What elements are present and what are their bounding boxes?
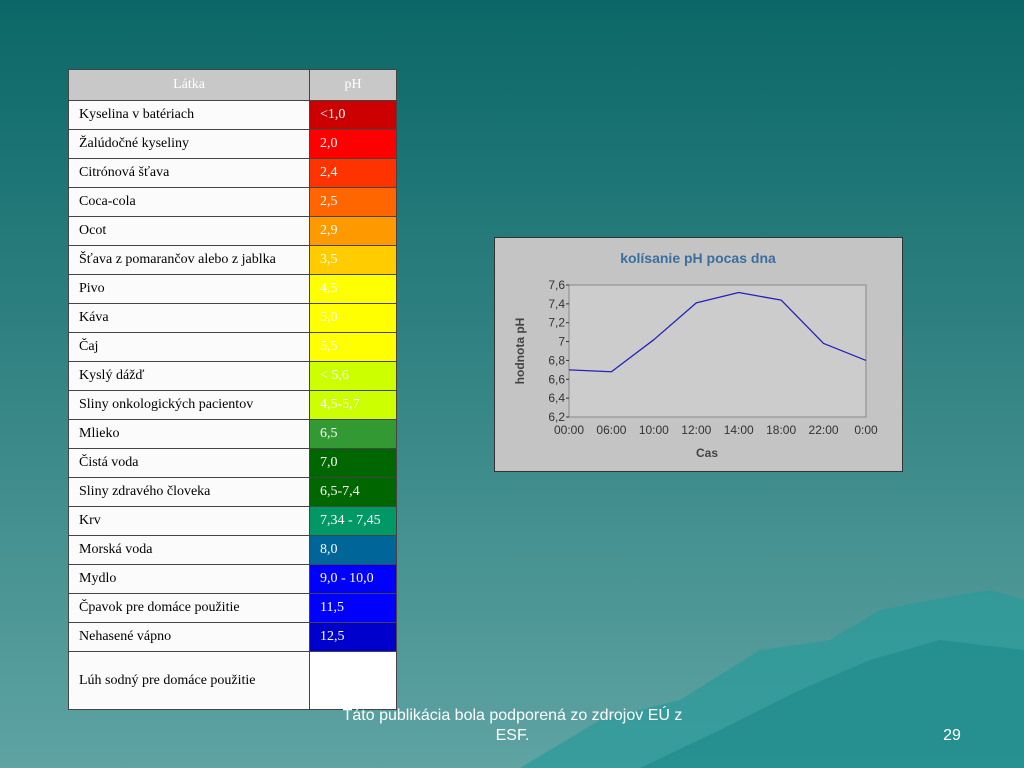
table-row: Kyselina v batériach <1,0 bbox=[68, 100, 397, 130]
y-tick-label: 6,2 bbox=[548, 410, 565, 424]
x-tick-label: 22:00 bbox=[809, 423, 839, 437]
table-row: Citrónová šťava 2,4 bbox=[68, 158, 397, 188]
y-axis-label: hodnota pH bbox=[513, 318, 527, 385]
ph-cell: 2,5 bbox=[309, 187, 397, 217]
table-row: Coca-cola 2,5 bbox=[68, 187, 397, 217]
table-row: Čpavok pre domáce použitie 11,5 bbox=[68, 593, 397, 623]
y-tick-label: 6,4 bbox=[548, 391, 565, 405]
table-row: Lúh sodný pre domáce použitie bbox=[68, 651, 397, 710]
substance-cell: Sliny onkologických pacientov bbox=[68, 390, 310, 420]
plot-area bbox=[568, 284, 867, 418]
substance-cell: Coca-cola bbox=[68, 187, 310, 217]
footer-text: Táto publikácia bola podporená zo zdrojo… bbox=[342, 707, 683, 744]
substance-cell: Nehasené vápno bbox=[68, 622, 310, 652]
ph-cell: 11,5 bbox=[309, 593, 397, 623]
header-cell: pH bbox=[309, 69, 397, 101]
table-row: Morská voda 8,0 bbox=[68, 535, 397, 565]
table-row: Žalúdočné kyseliny 2,0 bbox=[68, 129, 397, 159]
ph-cell: 7,0 bbox=[309, 448, 397, 478]
substance-cell: Mydlo bbox=[68, 564, 310, 594]
ph-cell bbox=[309, 651, 397, 710]
x-tick-label: 06:00 bbox=[596, 423, 626, 437]
x-tick-label: 0:00 bbox=[854, 423, 878, 437]
substance-cell: Žalúdočné kyseliny bbox=[68, 129, 310, 159]
substance-cell: Čpavok pre domáce použitie bbox=[68, 593, 310, 623]
ph-cell: 5,0 bbox=[309, 303, 397, 333]
table-row: Krv 7,34 - 7,45 bbox=[68, 506, 397, 536]
ph-cell: 8,0 bbox=[309, 535, 397, 565]
ph-cell: 3,5 bbox=[309, 245, 397, 275]
y-tick-label: 7,6 bbox=[548, 278, 565, 292]
ph-cell: 9,0 - 10,0 bbox=[309, 564, 397, 594]
x-tick-label: 12:00 bbox=[681, 423, 711, 437]
y-tick-label: 6,6 bbox=[548, 372, 565, 386]
table-row: Sliny zdravého človeka 6,5-7,4 bbox=[68, 477, 397, 507]
table-row: Kyslý dážď < 5,6 bbox=[68, 361, 397, 391]
substance-cell: Čistá voda bbox=[68, 448, 310, 478]
substance-cell: Krv bbox=[68, 506, 310, 536]
substance-cell: Šťava z pomarančov alebo z jablka bbox=[68, 245, 310, 275]
ph-cell: 4,5-5,7 bbox=[309, 390, 397, 420]
table-row: Čaj 5,5 bbox=[68, 332, 397, 362]
table-row: Čistá voda 7,0 bbox=[68, 448, 397, 478]
ph-cell: 6,5-7,4 bbox=[309, 477, 397, 507]
ph-cell: < 5,6 bbox=[309, 361, 397, 391]
table-row: Sliny onkologických pacientov 4,5-5,7 bbox=[68, 390, 397, 420]
table-row: Mydlo 9,0 - 10,0 bbox=[68, 564, 397, 594]
substance-cell: Kyslý dážď bbox=[68, 361, 310, 391]
substance-cell: Pivo bbox=[68, 274, 310, 304]
ph-cell: 2,0 bbox=[309, 129, 397, 159]
x-tick-label: 00:00 bbox=[554, 423, 584, 437]
substance-cell: Sliny zdravého človeka bbox=[68, 477, 310, 507]
substance-cell: Kyselina v batériach bbox=[68, 100, 310, 130]
ph-cell: 4,5 bbox=[309, 274, 397, 304]
data-line bbox=[568, 291, 867, 373]
y-tick-label: 6,8 bbox=[548, 353, 565, 367]
ph-cell: 12,5 bbox=[309, 622, 397, 652]
y-tick-label: 7,2 bbox=[548, 316, 565, 330]
ph-cell: 7,34 - 7,45 bbox=[309, 506, 397, 536]
header-row: Látka pH bbox=[68, 69, 397, 101]
table-row: Pivo 4,5 bbox=[68, 274, 397, 304]
table-row: Šťava z pomarančov alebo z jablka 3,5 bbox=[68, 245, 397, 275]
substance-cell: Mlieko bbox=[68, 419, 310, 449]
substance-cell: Čaj bbox=[68, 332, 310, 362]
table-row: Ocot 2,9 bbox=[68, 216, 397, 246]
y-tick-label: 7 bbox=[558, 335, 565, 349]
ph-cell: <1,0 bbox=[309, 100, 397, 130]
ph-cell: 2,9 bbox=[309, 216, 397, 246]
header-cell: Látka bbox=[68, 69, 310, 101]
substance-cell: Citrónová šťava bbox=[68, 158, 310, 188]
chart-title: kolísanie pH pocas dna bbox=[620, 250, 776, 266]
substance-cell: Káva bbox=[68, 303, 310, 333]
ph-cell: 2,4 bbox=[309, 158, 397, 188]
substance-cell: Ocot bbox=[68, 216, 310, 246]
x-tick-label: 10:00 bbox=[639, 423, 669, 437]
ph-cell: 6,5 bbox=[309, 419, 397, 449]
substance-cell: Lúh sodný pre domáce použitie bbox=[68, 651, 310, 710]
x-axis-label: Cas bbox=[696, 446, 718, 460]
ph-cell: 5,5 bbox=[309, 332, 397, 362]
page-number: 29 bbox=[943, 727, 961, 744]
substance-cell: Morská voda bbox=[68, 535, 310, 565]
table-row: Mlieko 6,5 bbox=[68, 419, 397, 449]
x-tick-label: 14:00 bbox=[724, 423, 754, 437]
ph-table: Látka pH Kyselina v batériach <1,0 Žalúdočné… bbox=[68, 69, 397, 710]
x-tick-label: 18:00 bbox=[766, 423, 796, 437]
table-row: Káva 5,0 bbox=[68, 303, 397, 333]
chart: kolísanie pH pocas dna Cas hodnota pH 6,… bbox=[494, 237, 903, 472]
table-row: Nehasené vápno 12,5 bbox=[68, 622, 397, 652]
y-tick-label: 7,4 bbox=[548, 297, 565, 311]
